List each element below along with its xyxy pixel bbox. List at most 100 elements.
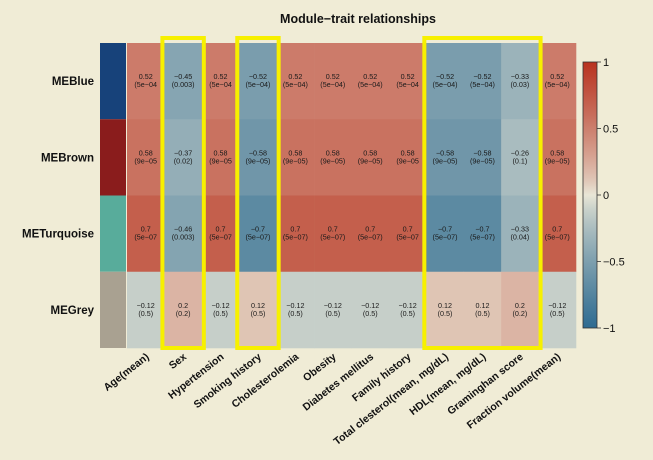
cell-correlation: −0.7 — [251, 225, 265, 234]
cell-correlation: −0.58 — [473, 148, 491, 157]
cell-correlation: 0.58 — [401, 148, 415, 157]
cell-correlation: 0.58 — [363, 148, 377, 157]
cell-pvalue: (0.5) — [251, 309, 266, 318]
cell-correlation: 0.12 — [251, 301, 265, 310]
heatmap-cell — [538, 43, 577, 120]
cell-correlation: −0.58 — [436, 148, 454, 157]
cell-pvalue: (5e−04 — [134, 80, 157, 89]
cell-correlation: 0.52 — [363, 72, 377, 81]
cell-correlation: −0.7 — [438, 225, 452, 234]
heatmap-cell — [388, 195, 427, 273]
cell-pvalue: (5e−07) — [320, 233, 345, 242]
cell-correlation: 0.58 — [550, 148, 564, 157]
cell-pvalue: (0.5) — [138, 309, 153, 318]
cell-pvalue: (9e−05) — [433, 156, 458, 165]
cell-pvalue: (5e−04) — [358, 80, 383, 89]
heatmap-cell — [463, 195, 502, 273]
heatmap-cell — [127, 195, 165, 273]
heatmap-cell — [164, 43, 203, 120]
cell-correlation: −0.52 — [436, 72, 454, 81]
cell-pvalue: (5e−04) — [283, 80, 308, 89]
heatmap-cell — [388, 271, 427, 349]
heatmap-cells — [127, 43, 577, 349]
cell-correlation: −0.7 — [475, 225, 489, 234]
cell-pvalue: (0.02) — [174, 156, 193, 165]
heatmap-cell — [463, 119, 502, 196]
cell-correlation: −0.12 — [286, 301, 304, 310]
cell-correlation: −0.12 — [361, 301, 379, 310]
cell-correlation: −0.12 — [137, 301, 155, 310]
heatmap-cell — [351, 195, 390, 273]
cell-correlation: 0.7 — [403, 225, 413, 234]
cell-correlation: −0.37 — [174, 148, 192, 157]
heatmap-cell — [314, 119, 352, 196]
heatmap-cell — [201, 195, 240, 273]
cell-pvalue: (9e−05 — [134, 156, 157, 165]
cell-pvalue: (0.03) — [510, 80, 529, 89]
cell-correlation: 0.52 — [139, 72, 153, 81]
row-label: MEBrown — [41, 152, 94, 164]
cell-pvalue: (9e−05) — [245, 156, 270, 165]
heatmap-cell — [463, 43, 502, 120]
column-label: Smoking history — [192, 351, 264, 411]
row-label: MEGrey — [51, 305, 95, 317]
heatmap-cell — [426, 195, 465, 273]
heatmap-cell — [239, 195, 277, 273]
cell-pvalue: (0.1) — [512, 156, 527, 165]
cell-pvalue: (9e−05) — [283, 156, 308, 165]
heatmap-cell — [426, 43, 465, 120]
heatmap-cell — [351, 271, 390, 349]
heatmap-cell — [201, 271, 240, 349]
cell-pvalue: (0.5) — [213, 309, 228, 318]
heatmap-cell — [276, 119, 315, 196]
cell-pvalue: (9e−05 — [396, 156, 419, 165]
cell-correlation: 0.12 — [475, 301, 489, 310]
cell-pvalue: (5e−04) — [320, 80, 345, 89]
heatmap-cell — [351, 119, 390, 196]
cell-pvalue: (5e−07 — [396, 233, 419, 242]
cell-correlation: 0.52 — [550, 72, 564, 81]
legend-tick-label: −0.5 — [603, 257, 625, 269]
cell-pvalue: (5e−04 — [209, 80, 232, 89]
cell-correlation: 0.7 — [141, 225, 151, 234]
module-color-bar — [100, 43, 126, 348]
cell-pvalue: (5e−04 — [396, 80, 419, 89]
cell-pvalue: (9e−05 — [209, 156, 232, 165]
cell-pvalue: (9e−05) — [545, 156, 570, 165]
module-color-meturquoise — [100, 195, 126, 272]
cell-correlation: 0.7 — [328, 225, 338, 234]
cell-pvalue: (5e−04) — [245, 80, 270, 89]
heatmap-cell — [501, 271, 539, 349]
highlight-box — [160, 36, 206, 350]
heatmap-cell — [164, 195, 203, 273]
cell-correlation: 0.52 — [326, 72, 340, 81]
cell-pvalue: (5e−04) — [470, 80, 495, 89]
row-labels: MEBlue MEBrown METurquoise MEGrey — [22, 76, 95, 317]
heatmap-cell — [426, 271, 465, 349]
cell-correlation: −0.26 — [511, 148, 529, 157]
heatmap-cell — [276, 195, 315, 273]
cell-correlation: 0.58 — [214, 148, 228, 157]
cell-correlation: 0.58 — [326, 148, 340, 157]
heatmap-cell — [351, 43, 390, 120]
cell-pvalue: (5e−07 — [209, 233, 232, 242]
heatmap-cell — [239, 43, 277, 120]
cell-pvalue: (5e−07) — [470, 233, 495, 242]
heatmap-cell — [276, 43, 315, 120]
column-label: Cholesterolemia — [229, 351, 301, 411]
cell-pvalue: (9e−05) — [470, 156, 495, 165]
cell-correlation: 0.2 — [178, 301, 188, 310]
heatmap-cell — [127, 271, 165, 349]
cell-pvalue: (0.2) — [176, 309, 191, 318]
cell-pvalue: (0.5) — [325, 309, 340, 318]
heatmap-cell — [538, 271, 577, 349]
cell-pvalue: (5e−07) — [358, 233, 383, 242]
heatmap-cell — [276, 271, 315, 349]
cell-correlation: 0.7 — [552, 225, 562, 234]
heatmap-cell — [127, 43, 165, 120]
highlight-box — [235, 36, 281, 350]
heatmap-cell — [127, 119, 165, 196]
chart-title: Module−trait relationships — [280, 12, 436, 26]
legend-color-bar — [582, 61, 598, 329]
